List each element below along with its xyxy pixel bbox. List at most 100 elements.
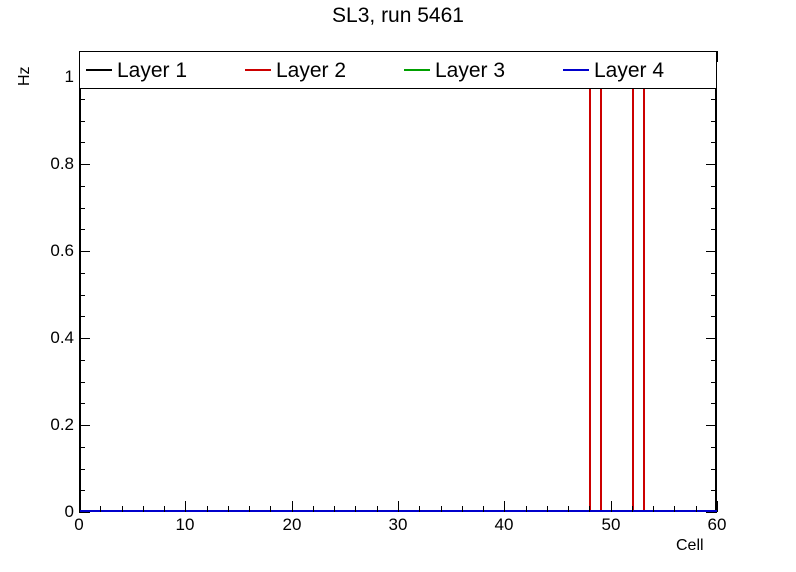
x-minor-tick: [249, 506, 250, 512]
x-minor-tick: [526, 506, 527, 512]
x-major-tick: [504, 501, 505, 512]
x-major-tick: [79, 501, 80, 512]
y-minor-tick-right: [711, 295, 717, 296]
y-minor-tick: [79, 490, 85, 491]
y-minor-tick: [79, 295, 85, 296]
y-axis-title: Hz: [2, 32, 33, 86]
x-tick-label: 60: [707, 515, 727, 534]
y-minor-tick-right: [711, 273, 717, 274]
legend-entry-layer-2[interactable]: Layer 2: [239, 52, 398, 88]
y-major-tick-right: [706, 425, 717, 426]
x-minor-tick: [355, 506, 356, 512]
y-minor-tick-right: [711, 229, 717, 230]
x-minor-tick: [143, 506, 144, 512]
data-spike-layer-2: [643, 51, 645, 512]
x-minor-tick: [270, 506, 271, 512]
y-major-tick: [79, 164, 90, 165]
x-minor-tick: [334, 506, 335, 512]
y-minor-tick: [79, 186, 85, 187]
plot-data-area: [79, 51, 717, 512]
x-major-tick: [398, 501, 399, 512]
y-minor-tick: [79, 273, 85, 274]
y-minor-tick-right: [711, 382, 717, 383]
x-minor-tick: [547, 506, 548, 512]
y-minor-tick: [79, 403, 85, 404]
x-minor-tick: [462, 506, 463, 512]
legend-swatch-layer-2: [245, 69, 271, 71]
legend-entry-layer-3[interactable]: Layer 3: [398, 52, 557, 88]
x-tick-label: 40: [494, 515, 514, 534]
legend-entry-layer-4[interactable]: Layer 4: [557, 52, 716, 88]
x-minor-tick: [122, 506, 123, 512]
y-minor-tick-right: [711, 208, 717, 209]
y-tick-label: 0.6: [50, 241, 74, 260]
y-minor-tick: [79, 469, 85, 470]
y-tick-label: 0.8: [50, 154, 74, 173]
y-minor-tick: [79, 99, 85, 100]
x-minor-tick: [568, 506, 569, 512]
x-tick-label: 10: [175, 515, 195, 534]
y-minor-tick-right: [711, 142, 717, 143]
x-major-tick-top: [717, 51, 718, 62]
x-tick-label: 50: [601, 515, 621, 534]
page-title: SL3, run 5461: [332, 4, 464, 27]
x-major-tick: [611, 501, 612, 512]
x-major-tick: [292, 501, 293, 512]
plot-frame: [79, 51, 717, 512]
legend-label-layer-3: Layer 3: [435, 58, 506, 82]
y-major-tick: [79, 512, 90, 513]
y-minor-tick: [79, 447, 85, 448]
x-minor-tick: [632, 506, 633, 512]
y-minor-tick-right: [711, 99, 717, 100]
y-minor-tick-right: [711, 360, 717, 361]
x-minor-tick: [313, 506, 314, 512]
x-minor-tick: [419, 506, 420, 512]
x-minor-tick: [164, 506, 165, 512]
y-major-tick-right: [706, 512, 717, 513]
legend-swatch-layer-4: [563, 69, 589, 71]
x-minor-tick: [589, 506, 590, 512]
y-major-tick-right: [706, 338, 717, 339]
y-minor-tick-right: [711, 469, 717, 470]
y-minor-tick: [79, 382, 85, 383]
x-minor-tick: [653, 506, 654, 512]
x-major-tick: [185, 501, 186, 512]
y-minor-tick-right: [711, 121, 717, 122]
x-tick-label: 0: [74, 515, 84, 534]
x-minor-tick: [674, 506, 675, 512]
y-minor-tick: [79, 121, 85, 122]
legend-label-layer-1: Layer 1: [117, 58, 188, 82]
y-minor-tick: [79, 360, 85, 361]
y-tick-label: 0.2: [50, 415, 74, 434]
y-major-tick-right: [706, 164, 717, 165]
y-minor-tick-right: [711, 403, 717, 404]
y-major-tick-right: [706, 251, 717, 252]
y-minor-tick-right: [711, 316, 717, 317]
x-minor-tick: [696, 506, 697, 512]
legend-swatch-layer-1: [86, 69, 112, 71]
y-major-tick: [79, 251, 90, 252]
x-tick-label: 30: [388, 515, 408, 534]
y-minor-tick: [79, 229, 85, 230]
x-minor-tick: [483, 506, 484, 512]
x-minor-tick: [207, 506, 208, 512]
x-tick-label: 20: [282, 515, 302, 534]
x-minor-tick: [377, 506, 378, 512]
data-spike-layer-2: [589, 51, 591, 512]
y-axis-title-text: Hz: [16, 66, 33, 86]
y-minor-tick: [79, 142, 85, 143]
x-major-tick: [717, 501, 718, 512]
y-minor-tick: [79, 208, 85, 209]
legend-swatch-layer-3: [404, 69, 430, 71]
x-minor-tick: [228, 506, 229, 512]
y-tick-label: 0.4: [50, 328, 74, 347]
y-minor-tick: [79, 316, 85, 317]
legend-entry-layer-1[interactable]: Layer 1: [80, 52, 239, 88]
y-minor-tick-right: [711, 186, 717, 187]
y-tick-label: 0: [64, 502, 74, 521]
chart-legend: Layer 1 Layer 2 Layer 3 Layer 4: [79, 51, 717, 89]
x-minor-tick: [441, 506, 442, 512]
x-axis-title: Cell: [676, 537, 704, 554]
y-minor-tick-right: [711, 490, 717, 491]
